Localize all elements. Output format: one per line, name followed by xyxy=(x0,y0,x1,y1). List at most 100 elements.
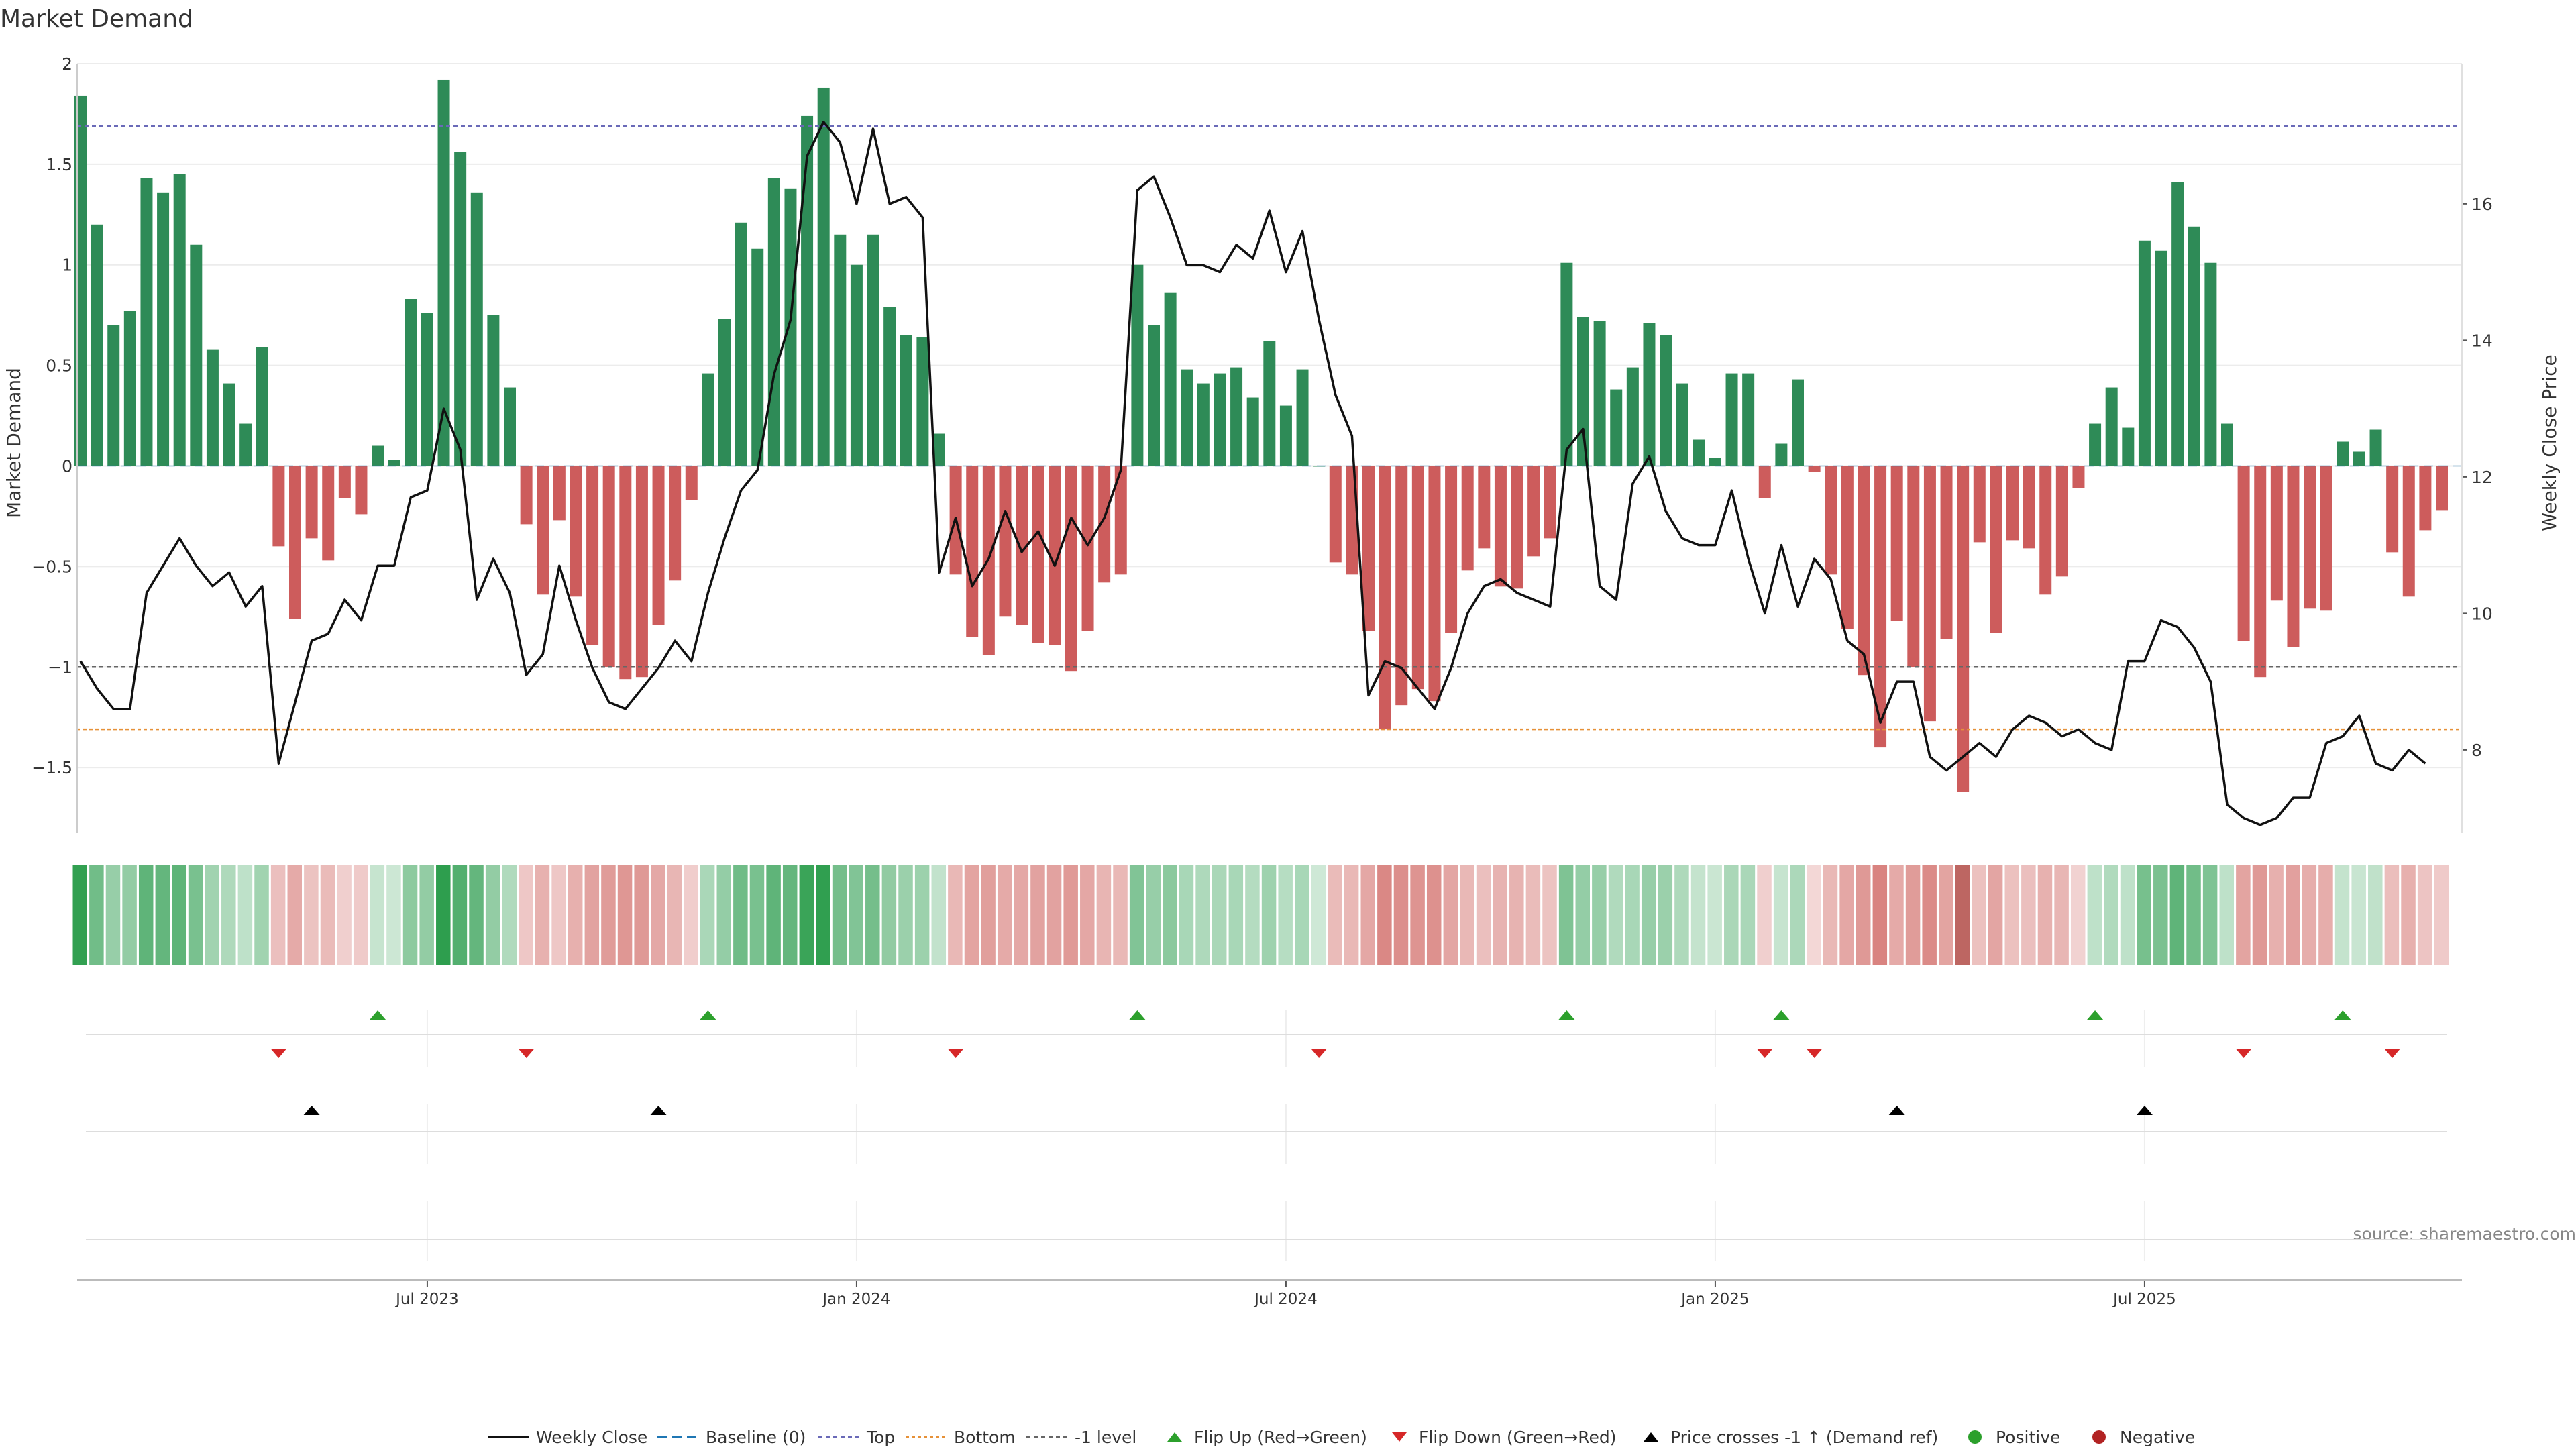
heat-cell xyxy=(1757,865,1772,965)
demand-bar xyxy=(2023,466,2035,549)
legend-negative-swatch xyxy=(2092,1430,2106,1444)
heat-cell xyxy=(1889,865,1904,965)
flip-down-marker xyxy=(1311,1049,1328,1058)
legend-flip-up-label: Flip Up (Red→Green) xyxy=(1194,1428,1367,1447)
demand-bar xyxy=(2320,466,2332,611)
heat-cell xyxy=(2104,865,2118,965)
demand-bar xyxy=(702,373,714,466)
legend-price-cross-swatch xyxy=(1644,1432,1658,1442)
heat-cell xyxy=(402,865,418,965)
heat-cell xyxy=(1558,865,1574,965)
heat-cell xyxy=(2434,865,2449,965)
heat-cell xyxy=(1641,865,1656,965)
heat-cell xyxy=(1592,865,1607,965)
demand-bar xyxy=(1610,389,1623,466)
heat-cell xyxy=(485,865,500,965)
y-tick-label: −1 xyxy=(48,657,72,677)
demand-bar xyxy=(2039,466,2052,595)
legend-bottom-label: Bottom xyxy=(954,1428,1016,1447)
heat-cell xyxy=(931,865,946,965)
demand-bar xyxy=(2122,427,2135,466)
heat-cell xyxy=(1063,865,1078,965)
demand-bar xyxy=(1362,466,1375,631)
heat-cell xyxy=(981,865,996,965)
flip-down-marker xyxy=(947,1049,964,1058)
demand-bar xyxy=(1081,466,1094,631)
demand-bar xyxy=(2369,429,2382,466)
heat-cell xyxy=(2334,865,2350,965)
heat-cell xyxy=(1163,865,1177,965)
demand-bar xyxy=(1890,466,1903,621)
heat-cell xyxy=(1212,865,1227,965)
demand-bar xyxy=(2337,441,2349,466)
heat-cell xyxy=(568,865,583,965)
demand-bar xyxy=(91,224,103,466)
heat-cell xyxy=(2417,865,2432,965)
demand-bar xyxy=(1181,369,1193,466)
demand-bar xyxy=(1758,466,1771,498)
demand-bar xyxy=(652,466,665,625)
heat-cell xyxy=(254,865,269,965)
heat-cell xyxy=(138,865,154,965)
heat-cell xyxy=(1129,865,1144,965)
demand-bar xyxy=(272,466,285,547)
heat-cell xyxy=(2070,865,2086,965)
demand-bar xyxy=(1279,405,1292,466)
flip-down-marker xyxy=(1756,1049,1773,1058)
heat-cell xyxy=(1575,865,1590,965)
heat-cell xyxy=(700,865,715,965)
demand-bar xyxy=(2188,226,2200,466)
demand-bar xyxy=(635,466,648,678)
heat-cell xyxy=(237,865,253,965)
heat-cell xyxy=(2285,865,2300,965)
demand-bar xyxy=(1907,466,1920,667)
demand-bar xyxy=(1626,367,1639,466)
demand-bar xyxy=(1593,321,1606,466)
heat-cell xyxy=(535,865,550,965)
heat-cell xyxy=(816,865,830,965)
heat-cell xyxy=(1707,865,1722,965)
demand-bar xyxy=(1263,341,1276,466)
demand-bar xyxy=(355,466,368,515)
demand-bar xyxy=(157,192,170,466)
heat-cell xyxy=(320,865,335,965)
heat-cell xyxy=(2368,865,2383,965)
demand-bar xyxy=(206,349,219,466)
y-tick-label: 0 xyxy=(62,456,72,476)
demand-bar xyxy=(1577,317,1589,466)
markers-layer xyxy=(270,1010,2401,1115)
x-tick-label: Jul 2023 xyxy=(394,1291,459,1308)
y2-axis-label: Weekly Close Price xyxy=(2538,354,2561,531)
chart-title: Market Demand xyxy=(0,5,193,33)
y-axis-label: Market Demand xyxy=(3,368,25,518)
demand-bar xyxy=(504,387,516,466)
demand-bar xyxy=(437,79,450,466)
heat-cell xyxy=(155,865,170,965)
heat-cell xyxy=(2004,865,2019,965)
heat-cell xyxy=(1476,865,1491,965)
heat-cell xyxy=(749,865,765,965)
heat-cell xyxy=(2021,865,2036,965)
weekly-close-line xyxy=(79,121,2426,826)
demand-bar xyxy=(784,188,797,466)
heat-cell xyxy=(205,865,219,965)
price-cross-marker xyxy=(1888,1106,1905,1115)
demand-bar xyxy=(2138,240,2151,466)
heat-cell xyxy=(2318,865,2333,965)
demand-bar xyxy=(834,234,847,466)
heat-cell xyxy=(1080,865,1095,965)
demand-bar xyxy=(1792,379,1804,466)
demand-bar xyxy=(74,95,87,466)
demand-bar xyxy=(586,466,599,645)
heat-cell xyxy=(370,865,385,965)
heat-cell xyxy=(1872,865,1888,965)
demand-bar xyxy=(801,115,814,466)
y-tick-label: −0.5 xyxy=(32,557,72,576)
demand-bar xyxy=(1494,466,1507,587)
heat-cell xyxy=(2169,865,2185,965)
heat-cell xyxy=(2202,865,2218,965)
demand-bar xyxy=(1527,466,1540,557)
flip-down-marker xyxy=(1806,1049,1823,1058)
demand-bar xyxy=(1164,292,1177,466)
demand-bar xyxy=(289,466,301,619)
